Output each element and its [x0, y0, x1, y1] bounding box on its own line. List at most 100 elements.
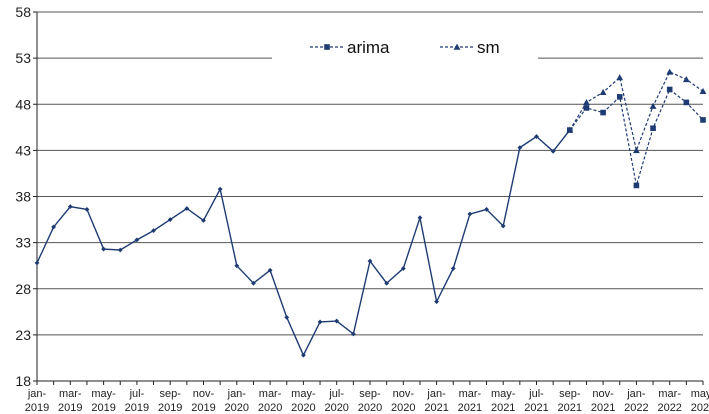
- actual-point: [34, 260, 40, 266]
- x-tick-label: 2020: [291, 402, 315, 414]
- x-tick-label: 2022: [691, 402, 709, 414]
- x-tick-label: jan-: [227, 388, 247, 400]
- x-tick-label: nov-: [592, 388, 614, 400]
- arima-point: [633, 182, 640, 189]
- y-tick-label: 48: [15, 96, 31, 112]
- actual-point: [117, 247, 123, 253]
- sm-series-line: [569, 71, 704, 153]
- x-tick-label: may-: [91, 388, 116, 400]
- actual-point: [217, 186, 223, 192]
- actual-point: [51, 224, 57, 230]
- x-axis: jan- 2019 mar- 2019 may- 2019 jul- 2019 sep- 2019…: [25, 380, 709, 414]
- x-tick-label: 2021: [591, 402, 615, 414]
- x-tick-label: 2019: [125, 402, 149, 414]
- x-tick-label: nov-: [193, 388, 215, 400]
- y-tick-label: 43: [15, 142, 31, 158]
- y-tick-label: 38: [15, 189, 31, 205]
- arima-point: [600, 109, 606, 116]
- x-tick-label: 2019: [158, 402, 182, 414]
- x-tick-label: sep-: [359, 388, 381, 400]
- x-tick-label: 2021: [558, 402, 582, 414]
- actual-point: [284, 314, 290, 320]
- actual-point: [167, 217, 173, 222]
- x-tick-label: 2020: [391, 402, 415, 414]
- actual-point: [267, 267, 273, 273]
- actual-point: [484, 207, 489, 212]
- sm-point: [633, 146, 640, 154]
- x-tick-label: 2019: [91, 402, 115, 414]
- y-axis: 18 23 28 33 38 43 48 53 58: [15, 4, 38, 389]
- x-tick-label: may-: [291, 388, 316, 400]
- arima-point: [583, 105, 590, 111]
- y-tick-label: 58: [15, 4, 31, 20]
- x-tick-label: mar-: [459, 388, 482, 400]
- x-tick-label: mar-: [658, 388, 681, 400]
- y-tick-label: 33: [15, 235, 31, 251]
- actual-point: [500, 223, 506, 229]
- sm-point: [666, 68, 674, 75]
- y-tick-label: 23: [15, 327, 31, 343]
- x-tick-label: may-: [691, 388, 709, 400]
- x-tick-label: 2020: [324, 402, 348, 414]
- x-tick-label: 2022: [657, 402, 681, 414]
- sm-point: [699, 87, 707, 95]
- actual-point: [134, 237, 140, 243]
- x-tick-label: 2020: [225, 402, 249, 414]
- actual-point: [517, 145, 523, 151]
- actual-point: [400, 266, 406, 271]
- x-tick-label: jan-: [626, 388, 646, 400]
- actual-point: [334, 318, 340, 324]
- actual-point: [201, 218, 206, 223]
- x-tick-label: mar-: [59, 388, 82, 400]
- sm-point: [682, 75, 690, 83]
- arima-point: [700, 117, 706, 123]
- data-series: [34, 68, 707, 358]
- x-tick-label: jul-: [328, 388, 344, 400]
- x-tick-label: 2019: [58, 402, 82, 414]
- sm-point: [566, 126, 574, 133]
- actual-point: [467, 211, 473, 217]
- actual-point: [417, 215, 423, 221]
- x-tick-label: sep-: [559, 388, 581, 400]
- x-tick-label: 2021: [491, 402, 515, 414]
- x-tick-label: jul-: [129, 388, 145, 400]
- sm-point: [599, 88, 607, 95]
- actual-point: [251, 280, 256, 286]
- x-tick-label: jul-: [528, 388, 544, 400]
- actual-point: [84, 207, 90, 212]
- x-tick-label: 2021: [458, 402, 482, 414]
- legend-marker-sm: [453, 43, 461, 50]
- actual-point: [301, 352, 306, 358]
- x-tick-label: 2020: [358, 402, 382, 414]
- y-tick-label: 18: [15, 373, 31, 389]
- arima-point: [616, 94, 623, 100]
- actual-point: [184, 206, 190, 211]
- y-tick-label: 28: [15, 281, 31, 297]
- actual-point: [317, 319, 323, 325]
- actual-point: [67, 204, 73, 210]
- arima-point: [666, 86, 673, 93]
- sm-point: [616, 74, 624, 81]
- x-tick-label: mar-: [259, 388, 282, 400]
- y-tick-label: 53: [15, 50, 31, 66]
- x-tick-label: 2020: [258, 402, 282, 414]
- actual-point: [434, 299, 439, 305]
- actual-point: [550, 148, 556, 154]
- x-tick-label: 2019: [191, 402, 215, 414]
- x-tick-label: may-: [491, 388, 516, 400]
- actual-point: [534, 134, 539, 139]
- legend-marker-arima: [324, 44, 330, 50]
- x-tick-label: 2021: [524, 402, 548, 414]
- actual-point: [450, 266, 456, 271]
- legend-background: [272, 36, 538, 68]
- actual-point: [101, 246, 106, 252]
- arima-point: [650, 125, 656, 132]
- sm-point: [583, 99, 590, 106]
- actual-point: [350, 331, 356, 337]
- x-tick-label: nov-: [393, 388, 415, 400]
- actual-point: [384, 280, 390, 286]
- x-tick-label: 2022: [624, 402, 648, 414]
- arima-point: [683, 99, 690, 106]
- x-tick-label: jan-: [27, 388, 47, 400]
- sm-point: [649, 102, 657, 109]
